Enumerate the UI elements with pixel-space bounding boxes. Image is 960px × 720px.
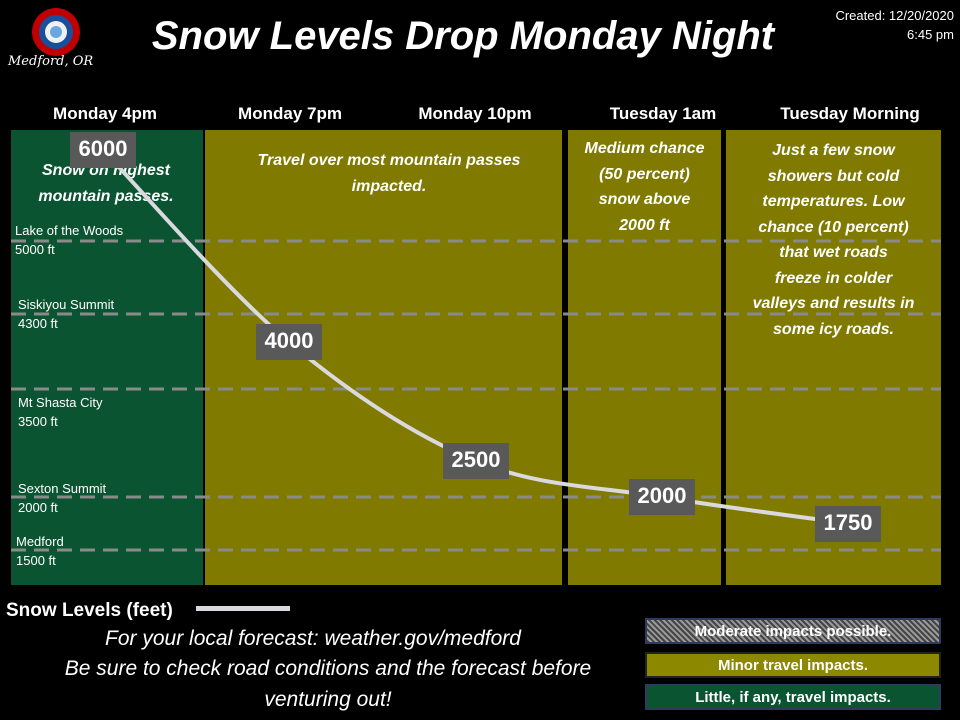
data-label-3: 2000 xyxy=(629,479,695,515)
page-title: Snow Levels Drop Monday Night xyxy=(151,14,775,58)
column-header-mon-4pm: Monday 4pm xyxy=(53,104,157,123)
location-label-mt-shasta-city: Mt Shasta City 3500 ft xyxy=(18,395,103,429)
office-label: Medford, OR xyxy=(8,54,94,69)
created-timestamp: Created: 12/20/2020 6:45 pm xyxy=(835,6,954,44)
location-label-medford: Medford 1500 ft xyxy=(16,534,64,568)
impact-legend-minor: Minor travel impacts. xyxy=(645,652,941,678)
panel-note-3: Medium chance (50 percent) snow above 20… xyxy=(584,140,705,234)
data-label-1: 4000 xyxy=(256,324,322,361)
created-time: 6:45 pm xyxy=(907,27,954,42)
legend-line-swatch xyxy=(196,606,290,611)
impact-legend-moderate: Moderate impacts possible. xyxy=(645,618,941,644)
panel-note-4: Just a few snow showers but cold tempera… xyxy=(752,142,915,338)
column-header-mon-10pm: Monday 10pm xyxy=(418,104,532,123)
data-label-4: 1750 xyxy=(815,505,881,542)
column-header-tue-1am: Tuesday 1am xyxy=(609,104,717,123)
nws-logo xyxy=(32,8,80,56)
column-header-mon-7pm: Monday 7pm xyxy=(238,104,342,123)
footer-line-3: venturing out! xyxy=(264,688,392,711)
column-header-tue-morning: Tuesday Morning xyxy=(780,104,920,123)
impact-panel-little xyxy=(11,130,203,585)
location-label-lake-of-the-woods: Lake of the Woods 5000 ft xyxy=(15,223,124,257)
location-label-siskiyou-summit: Siskiyou Summit 4300 ft xyxy=(18,297,115,331)
footer-line-1: For your local forecast: weather.gov/med… xyxy=(105,627,521,650)
legend-label: Snow Levels (feet) xyxy=(6,600,173,621)
panel-note-2: Travel over most mountain passes impacte… xyxy=(257,152,521,195)
footer-line-2: Be sure to check road conditions and the… xyxy=(64,657,592,680)
created-date: Created: 12/20/2020 xyxy=(835,8,954,23)
location-label-sexton-summit: Sexton Summit 2000 ft xyxy=(18,481,107,515)
data-label-2: 2500 xyxy=(443,443,509,479)
data-label-0: 6000 xyxy=(70,132,136,168)
impact-legend-little: Little, if any, travel impacts. xyxy=(645,684,941,710)
